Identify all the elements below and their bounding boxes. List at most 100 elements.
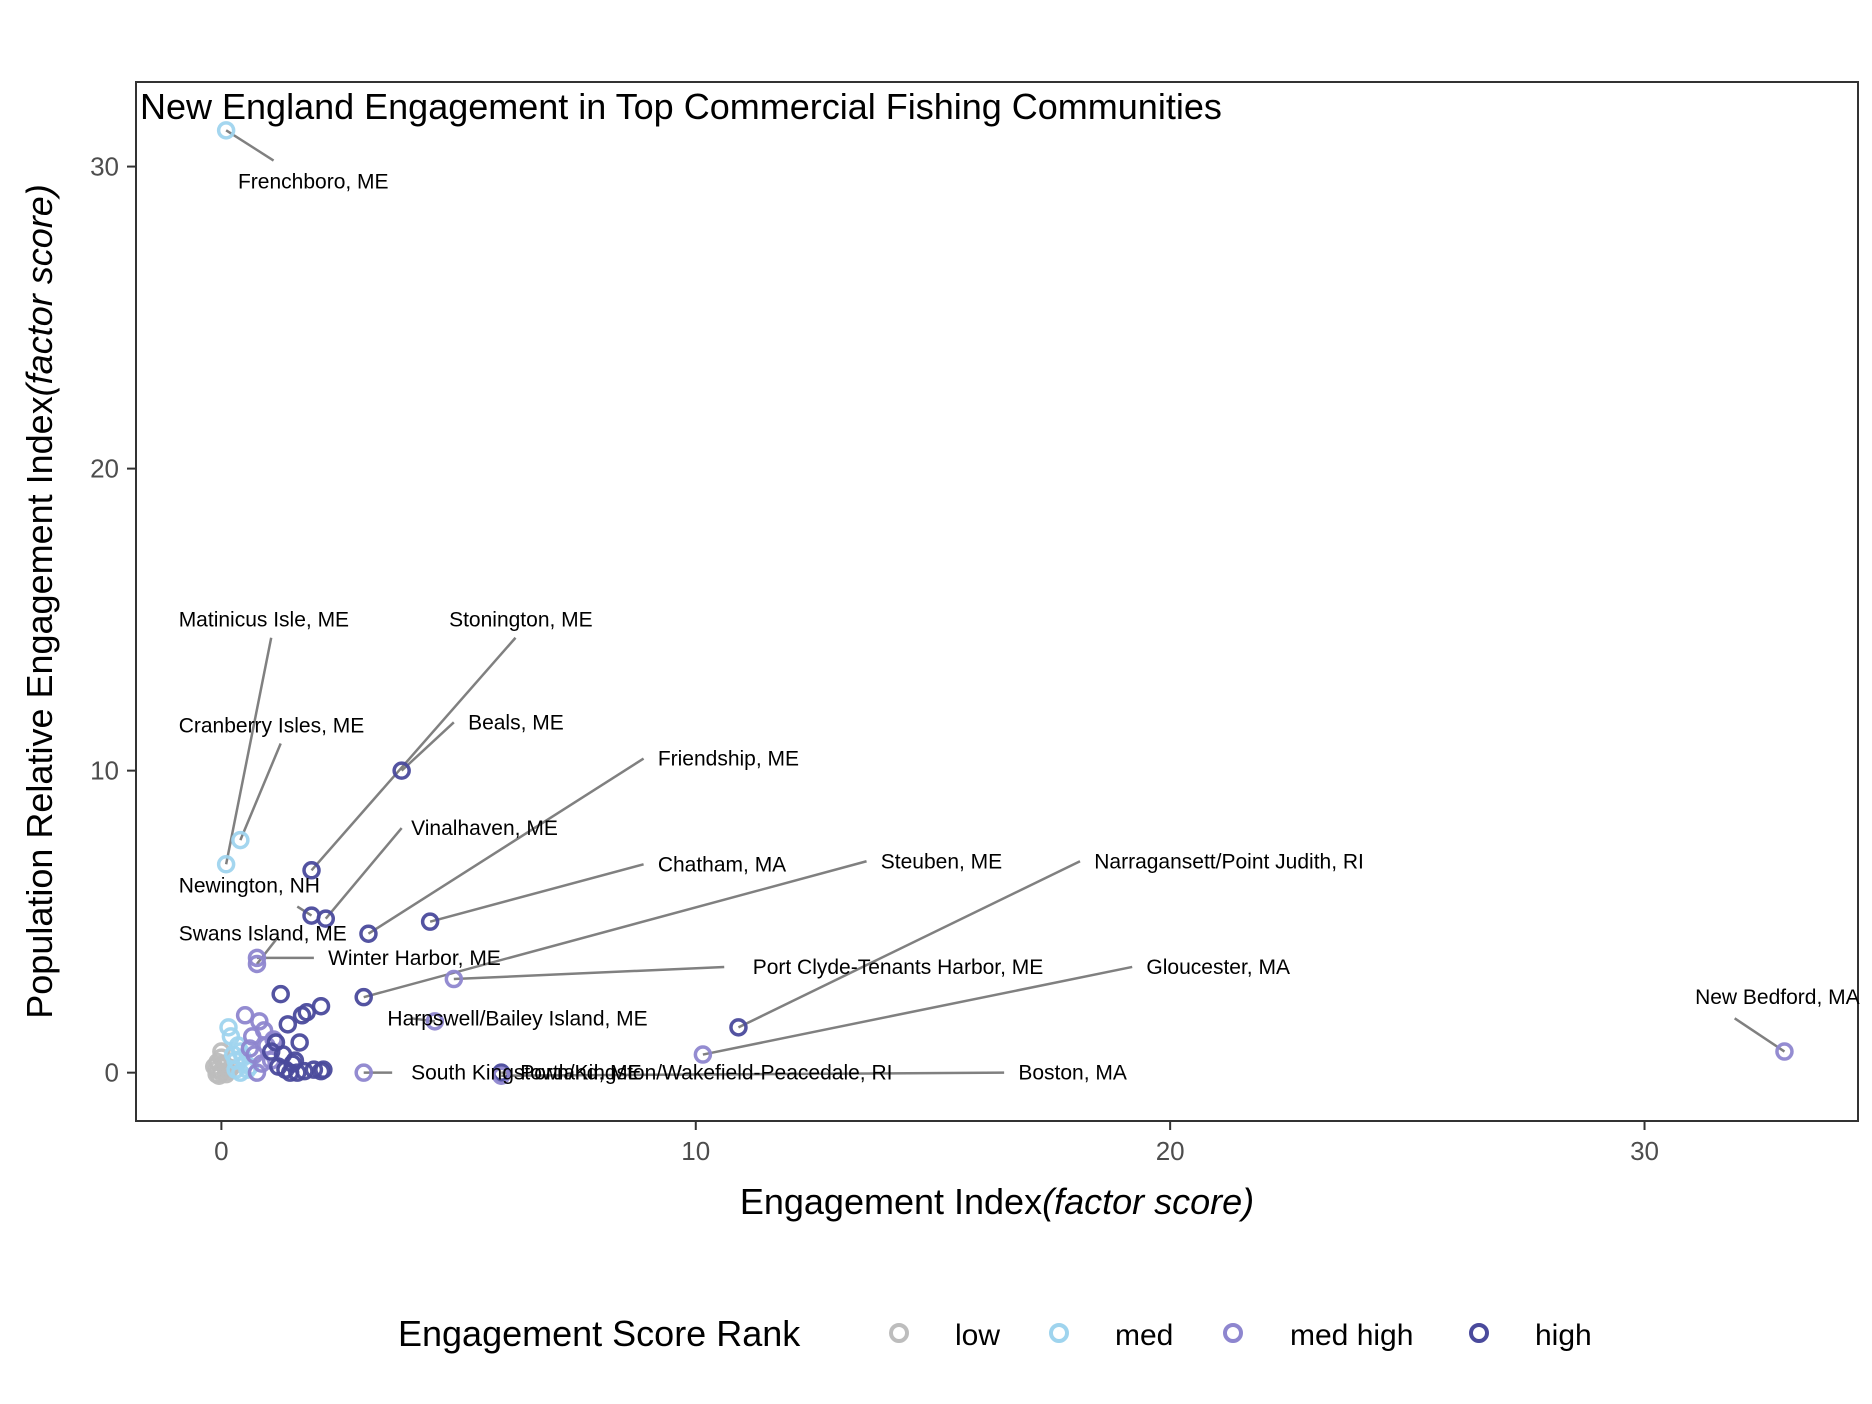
data-point [302,861,321,880]
legend-label-low: low [955,1319,1000,1352]
plot-panel [135,81,1859,1122]
x-axis-title-italic: (factor score) [1042,1181,1254,1222]
point-label: Narragansett/Point Judith, RI [1094,850,1364,873]
data-point [247,948,267,968]
data-point [425,1012,445,1031]
data-point [252,1054,271,1073]
label-leader-line [501,1071,1005,1077]
data-point [285,1051,305,1070]
chart-title: New England Engagement in Top Commercial… [140,86,1222,127]
y-axis-title: Population Relative Engagement Index(fac… [19,184,60,1018]
x-axis: 0 10 20 30 [214,1121,1659,1166]
legend-label-high: high [1535,1319,1592,1352]
point-label: Stonington, ME [449,609,593,632]
data-point [359,924,378,943]
legend-key-medhigh [1223,1323,1243,1343]
data-point [354,1063,373,1082]
legend: Engagement Score Rank low med med high high [398,1313,1592,1354]
legend-key-high [1469,1323,1489,1343]
label-leader-line [429,863,644,923]
data-point [304,1060,324,1079]
data-point [216,855,236,874]
point-label: New Bedford, MA [1695,986,1860,1009]
data-point [420,912,440,931]
data-point [219,1018,238,1037]
data-point [221,1027,241,1046]
legend-key-low [889,1323,909,1343]
x-tick-label: 0 [214,1136,228,1166]
point-label: Newington, NH [179,874,320,897]
data-point [269,1057,288,1076]
y-tick-label: 0 [105,1058,119,1088]
y-tick-label: 20 [90,454,119,484]
point-label: Boston, MA [1018,1062,1127,1085]
label-leader-line [225,129,275,162]
point-label: Port Clyde-Tenants Harbor, ME [753,956,1044,979]
x-tick-label: 20 [1156,1136,1185,1166]
point-label: Winter Harbor, ME [328,947,501,970]
point-label: Frenchboro, ME [238,171,389,194]
data-point [311,996,331,1016]
legend-key-med [1049,1323,1069,1343]
point-label: Matinicus Isle, ME [179,609,349,632]
point-label: Gloucester, MA [1146,956,1290,979]
point-label: Cranberry Isles, ME [179,714,365,737]
label-leader-line [737,860,1081,1029]
label-leader-line [310,636,517,872]
point-label: Harpswell/Bailey Island, ME [387,1007,647,1030]
x-axis-title: Engagement Index(factor score) [740,1181,1254,1222]
label-leader-line [702,965,1133,1056]
data-point [392,761,411,780]
point-label: Friendship, ME [658,748,799,771]
data-point [302,906,321,925]
data-point [261,1042,281,1061]
data-point [693,1045,713,1064]
data-point [729,1018,748,1037]
data-point [354,987,373,1007]
point-label: Portland, ME [520,1062,641,1085]
x-axis-title-main: Engagement Index [740,1181,1042,1222]
data-point [278,1015,298,1034]
x-tick-label: 30 [1630,1136,1659,1166]
data-point [250,1012,269,1031]
y-tick-label: 10 [90,756,119,786]
point-labels: Frenchboro, ME Matinicus Isle, ME Cranberr… [179,171,1860,1085]
y-axis: 0 10 20 30 [90,152,136,1088]
data-point [231,830,250,850]
label-leader-line [324,827,403,920]
point-label: South Kingstown/Kingston/Wakefield-Peace… [411,1062,892,1085]
label-leader-line [1733,1017,1786,1053]
data-point [271,984,290,1004]
data-point [288,1063,307,1082]
data-point [208,1052,227,1072]
point-label: Chatham, MA [658,853,786,876]
data-point [1775,1042,1794,1061]
data-point [240,1039,260,1058]
legend-title: Engagement Score Rank [398,1313,801,1354]
label-leader-line [400,721,455,772]
data-point [444,969,464,989]
label-leader-line [453,965,725,981]
label-leader-line [410,1017,436,1023]
y-axis-title-main: Population Relative Engagement Index [19,396,60,1018]
data-point [216,121,236,140]
data-point [247,954,267,974]
data-point [290,1033,309,1052]
y-tick-label: 30 [90,152,119,182]
point-label: Steuben, ME [881,850,1002,873]
data-point [247,1063,267,1082]
label-leader-line [224,637,273,865]
data-point [314,1060,333,1079]
point-label: Beals, ME [468,711,564,734]
y-axis-title-italic: (factor score) [19,184,60,396]
data-points [205,121,1794,1085]
x-tick-label: 10 [681,1136,710,1166]
data-point [492,1066,511,1085]
legend-label-medhigh: med high [1290,1319,1413,1352]
plot-border [135,81,1859,1122]
point-label: Swans Island, ME [179,923,347,946]
point-label: Vinalhaven, ME [411,817,558,840]
label-leader-line [367,757,645,935]
